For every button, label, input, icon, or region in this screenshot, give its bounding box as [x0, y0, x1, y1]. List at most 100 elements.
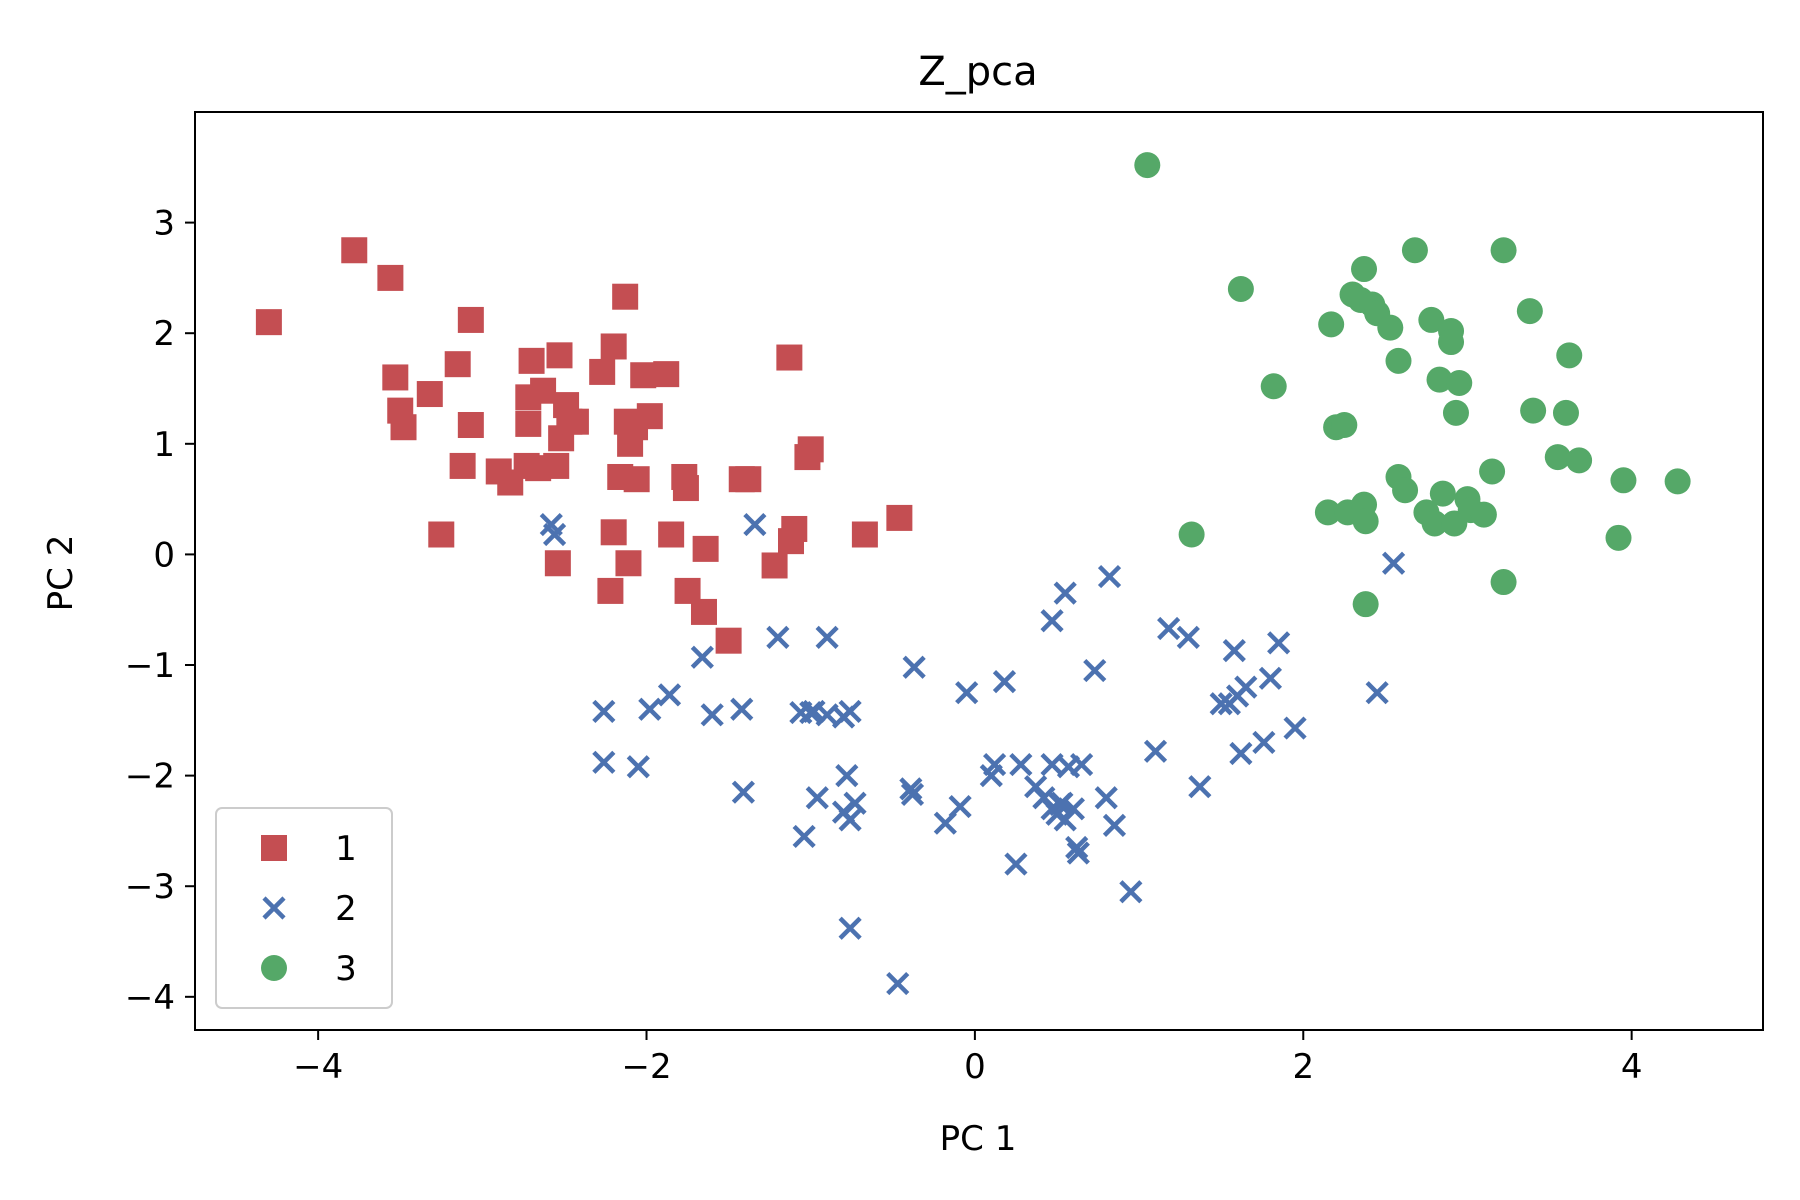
legend-marker [261, 835, 287, 861]
data-point [1143, 739, 1168, 763]
data-point [255, 309, 282, 336]
data-point [1385, 347, 1412, 374]
data-point [1438, 329, 1465, 356]
data-point [600, 519, 627, 546]
y-tick-label: 2 [153, 314, 175, 354]
data-point [612, 283, 639, 310]
data-point [992, 670, 1017, 694]
data-point [1392, 477, 1419, 504]
data-point [449, 452, 476, 479]
data-point [1418, 306, 1445, 333]
data-point [1365, 681, 1389, 705]
data-point [792, 824, 816, 849]
data-point [838, 916, 862, 940]
data-point [1119, 880, 1143, 904]
data-point [1544, 444, 1571, 471]
data-point [630, 362, 657, 389]
data-point [1040, 609, 1064, 633]
data-point [543, 452, 570, 479]
y-tick-label: −3 [125, 867, 175, 907]
data-point [515, 410, 542, 437]
legend: 1 2 3 [215, 807, 393, 1009]
axis-ticks: −4 −2 0 2 4 3 2 1 0 −1 −2 −3 −4 [125, 204, 1643, 1087]
data-point [1209, 692, 1233, 716]
data-point [794, 444, 821, 471]
data-point [690, 598, 717, 625]
y-tick-label: 3 [153, 204, 175, 244]
data-point [743, 512, 767, 537]
data-point [544, 550, 571, 577]
data-point [1227, 275, 1254, 302]
data-point [377, 264, 404, 291]
data-point [851, 521, 878, 548]
data-point [1314, 499, 1341, 526]
data-point [1331, 412, 1358, 439]
data-point [1516, 298, 1543, 325]
data-point [1061, 797, 1086, 821]
data-point [428, 521, 455, 548]
data-point [766, 625, 790, 649]
legend-label: 3 [335, 949, 357, 989]
legend-marker [262, 896, 286, 920]
data-point [1222, 639, 1246, 663]
data-point [1470, 501, 1497, 528]
data-point [886, 504, 913, 531]
data-point [1004, 852, 1028, 876]
data-point [1605, 524, 1632, 551]
data-point [1352, 508, 1379, 535]
data-point [805, 786, 829, 810]
data-point [382, 364, 409, 391]
data-point [672, 475, 699, 502]
data-point [1426, 366, 1453, 393]
data-point [1178, 521, 1205, 548]
data-point [838, 699, 862, 724]
legend-box [215, 807, 393, 1009]
data-point [1009, 752, 1033, 777]
data-point [638, 697, 662, 721]
x-tick-label: 0 [964, 1047, 986, 1087]
data-point [457, 412, 484, 439]
data-point [700, 703, 724, 727]
data-point [690, 645, 714, 669]
data-point [1283, 716, 1307, 740]
data-point [1267, 631, 1291, 655]
data-point [546, 342, 573, 369]
data-point [1070, 752, 1094, 777]
data-point [592, 750, 616, 774]
data-point [416, 381, 443, 408]
data-point [1065, 835, 1089, 860]
data-point [899, 777, 923, 801]
data-point [715, 627, 742, 654]
data-point [457, 306, 484, 333]
data-point [653, 361, 680, 388]
y-tick-label: −4 [125, 978, 175, 1018]
data-point [1097, 564, 1122, 589]
data-point [761, 552, 788, 579]
data-point [636, 403, 663, 430]
data-point [1520, 397, 1547, 424]
y-tick-label: −2 [125, 757, 175, 797]
data-point [530, 377, 557, 404]
data-point [1556, 342, 1583, 369]
data-point [886, 971, 910, 996]
data-point [735, 466, 762, 493]
data-point [615, 550, 642, 577]
data-point [1157, 616, 1181, 641]
series-2 [539, 512, 1406, 996]
data-point [657, 683, 682, 707]
data-point [1176, 625, 1200, 649]
data-point [341, 237, 368, 264]
data-point [1066, 841, 1090, 865]
series-1 [255, 237, 913, 654]
data-point [542, 522, 567, 547]
data-point [730, 697, 754, 721]
x-tick-label: −4 [293, 1047, 343, 1087]
data-point [518, 347, 545, 374]
data-point [778, 528, 805, 555]
data-point [1446, 369, 1473, 396]
x-tick-label: 4 [1621, 1047, 1643, 1087]
data-point [835, 764, 859, 788]
data-point [1429, 480, 1456, 507]
